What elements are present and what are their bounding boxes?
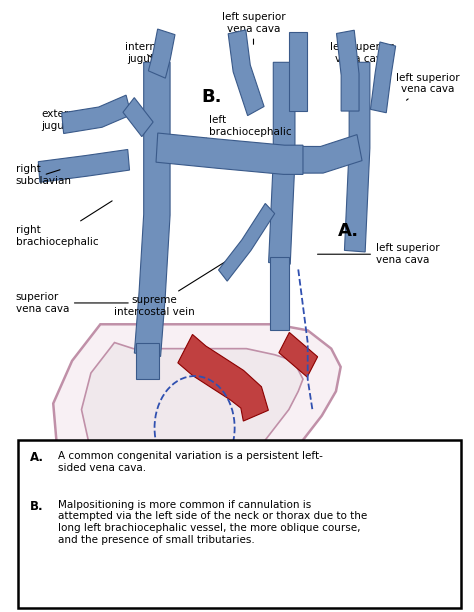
Text: left
brachiocephalic: left brachiocephalic [209, 116, 292, 137]
Polygon shape [156, 133, 303, 174]
Text: right
subclavian: right subclavian [16, 164, 72, 186]
Polygon shape [219, 203, 275, 281]
Text: B.: B. [30, 500, 43, 513]
Text: supreme
intercostal vein: supreme intercostal vein [114, 262, 225, 317]
Text: A common congenital variation is a persistent left-
sided vena cava.: A common congenital variation is a persi… [58, 451, 323, 472]
Text: left superior
vena cava: left superior vena cava [396, 73, 460, 100]
Polygon shape [38, 149, 129, 182]
Polygon shape [279, 332, 318, 377]
Polygon shape [136, 343, 159, 379]
Polygon shape [345, 62, 370, 252]
Text: superior
vena cava: superior vena cava [16, 292, 128, 314]
Polygon shape [82, 343, 303, 525]
Polygon shape [123, 98, 153, 136]
Polygon shape [269, 62, 295, 264]
Polygon shape [53, 324, 341, 580]
Text: left superior
vena cava: left superior vena cava [222, 12, 285, 44]
Polygon shape [270, 257, 289, 330]
Polygon shape [337, 30, 359, 111]
Polygon shape [371, 42, 396, 113]
Text: A.: A. [30, 451, 44, 464]
Text: external
jugular: external jugular [41, 110, 84, 131]
Text: right
brachiocephalic: right brachiocephalic [16, 201, 112, 247]
Polygon shape [148, 29, 175, 78]
Text: Malpositioning is more common if cannulation is
attempted via the left side of t: Malpositioning is more common if cannula… [58, 500, 367, 545]
Polygon shape [228, 30, 264, 116]
Polygon shape [284, 135, 362, 173]
Text: B.: B. [201, 88, 222, 106]
Text: A.: A. [338, 222, 359, 240]
FancyBboxPatch shape [18, 440, 461, 608]
Polygon shape [289, 32, 307, 111]
Polygon shape [134, 62, 170, 356]
Text: internal
jugular: internal jugular [125, 42, 165, 64]
Text: left superior
vena cava: left superior vena cava [330, 42, 394, 72]
Polygon shape [178, 334, 268, 421]
Polygon shape [62, 95, 131, 133]
Text: left superior
vena cava: left superior vena cava [318, 244, 440, 265]
